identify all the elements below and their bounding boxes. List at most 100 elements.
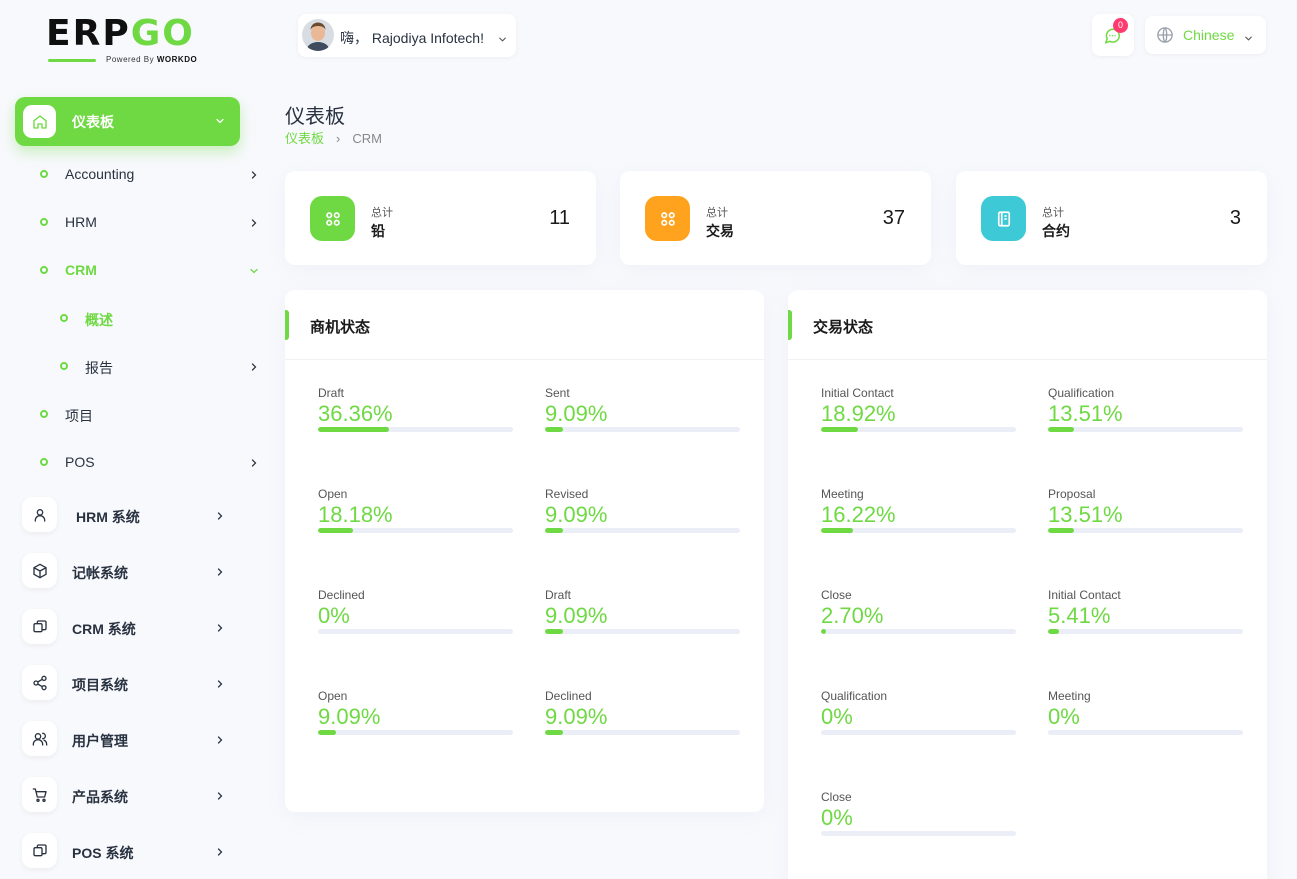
status-label: Proposal: [1048, 487, 1096, 501]
user-icon: [22, 497, 57, 532]
chevron-right-icon: [214, 509, 226, 527]
cart-icon: [22, 777, 57, 812]
chevron-right-icon: [248, 216, 260, 234]
sidebar-item-user-management[interactable]: 用户管理: [15, 719, 240, 759]
sidebar-subitem-label: CRM: [65, 262, 97, 278]
chevron-down-icon: [497, 32, 508, 50]
status-percent: 18.92%: [821, 401, 896, 426]
progress-fill: [545, 427, 563, 432]
chevron-right-icon: [214, 677, 226, 695]
sidebar-item-pos-system[interactable]: POS 系统: [15, 831, 240, 871]
user-greeting: 嗨， Rajodiya Infotech!: [340, 30, 484, 46]
status-percent: 2.70%: [821, 603, 884, 628]
card-header: 商机状态: [285, 290, 764, 360]
chevron-right-icon: [248, 456, 260, 474]
status-percent: 18.18%: [318, 502, 393, 527]
sidebar-item-accounting-system[interactable]: 记帐系统: [15, 551, 240, 591]
progress-track: [1048, 730, 1243, 735]
stat-label: 合约: [1042, 223, 1070, 239]
status-percent: 13.51%: [1048, 401, 1123, 426]
sidebar-subitem-pos[interactable]: POS: [40, 451, 260, 475]
sidebar-item-label: POS 系统: [72, 845, 134, 861]
status-percent: 9.09%: [545, 502, 608, 527]
progress-track: [545, 629, 740, 634]
chevron-right-icon: [248, 360, 260, 378]
sidebar-subitem-projects[interactable]: 项目: [40, 403, 260, 427]
status-item: Declined 9.09%: [545, 689, 740, 749]
progress-track: [1048, 629, 1243, 634]
progress-fill: [318, 730, 336, 735]
status-label: Sent: [545, 386, 570, 400]
erpgo-logo[interactable]: ERPGO Powered By WORKDO: [46, 14, 211, 66]
sidebar-item-product-system[interactable]: 产品系统: [15, 775, 240, 815]
bullet-icon: [60, 314, 68, 322]
bullet-icon: [40, 458, 48, 466]
sidebar-item-project-system[interactable]: 项目系统: [15, 663, 240, 703]
stat-value: 37: [882, 207, 905, 229]
status-label: Draft: [318, 386, 345, 400]
status-item: Meeting 16.22%: [821, 487, 1016, 547]
progress-track: [318, 629, 513, 634]
stat-card-contracts: 总计 合约 3: [956, 171, 1267, 265]
stat-label: 交易: [706, 223, 734, 239]
status-item: Proposal 13.51%: [1048, 487, 1243, 547]
status-label: Initial Contact: [821, 386, 894, 400]
language-selector[interactable]: Chinese: [1145, 16, 1266, 54]
status-percent: 5.41%: [1048, 603, 1111, 628]
progress-fill: [1048, 629, 1059, 634]
status-item: Close 0%: [821, 790, 1016, 850]
status-label: Meeting: [821, 487, 864, 501]
sidebar-item-label: 项目系统: [72, 677, 128, 693]
status-label: Draft: [545, 588, 572, 602]
status-percent: 9.09%: [545, 401, 608, 426]
status-percent: 0%: [821, 805, 853, 830]
sidebar-subitem-reports[interactable]: 报告: [60, 355, 260, 379]
bullet-icon: [40, 170, 48, 178]
stat-caption: 总计: [1042, 207, 1064, 219]
status-item: Initial Contact 18.92%: [821, 386, 1016, 446]
stat-card-deals: 总计 交易 37: [620, 171, 931, 265]
grid-icon: [310, 196, 355, 241]
status-item: Draft 9.09%: [545, 588, 740, 648]
status-percent: 0%: [1048, 704, 1080, 729]
status-item: Qualification 0%: [821, 689, 1016, 749]
user-menu-button[interactable]: 嗨， Rajodiya Infotech!: [298, 14, 516, 57]
progress-track: [821, 427, 1016, 432]
status-label: Qualification: [821, 689, 888, 703]
stat-value: 3: [1229, 207, 1241, 229]
avatar: [302, 19, 334, 51]
sidebar-item-label: 仪表板: [72, 114, 114, 130]
progress-fill: [318, 528, 354, 533]
sidebar-item-label: CRM 系统: [72, 621, 136, 637]
card-header: 交易状态: [788, 290, 1267, 360]
progress-fill: [545, 730, 563, 735]
progress-track: [545, 528, 740, 533]
sidebar-item-crm-system[interactable]: CRM 系统: [15, 607, 240, 647]
sidebar-item-hrm-system[interactable]: HRM 系统: [15, 495, 240, 535]
messages-button[interactable]: 0: [1092, 14, 1134, 56]
sidebar-item-dashboard[interactable]: 仪表板: [15, 97, 240, 146]
notification-badge: 0: [1113, 18, 1128, 33]
sidebar-subitem-hrm[interactable]: HRM: [40, 211, 260, 235]
status-percent: 9.09%: [545, 603, 608, 628]
status-item: Revised 9.09%: [545, 487, 740, 547]
sidebar-subitem-overview[interactable]: 概述: [60, 307, 260, 331]
sidebar-subitem-crm[interactable]: CRM: [40, 259, 260, 283]
stat-caption: 总计: [371, 207, 393, 219]
chevron-right-icon: [214, 621, 226, 639]
sidebar-item-label: 记帐系统: [72, 565, 128, 581]
breadcrumb-home-link[interactable]: 仪表板: [285, 131, 325, 146]
status-label: Qualification: [1048, 386, 1115, 400]
status-label: Open: [318, 689, 348, 703]
sidebar-subitem-accounting[interactable]: Accounting: [40, 163, 260, 187]
progress-track: [1048, 427, 1243, 432]
sidebar-subitem-label: 项目: [65, 408, 93, 424]
sidebar-subitem-label: HRM: [65, 214, 97, 230]
users-icon: [22, 721, 57, 756]
status-item: Declined 0%: [318, 588, 513, 648]
status-percent: 9.09%: [545, 704, 608, 729]
status-percent: 36.36%: [318, 401, 393, 426]
sidebar: ERPGO Powered By WORKDO 仪表板 Accounting H…: [0, 0, 258, 879]
breadcrumb: 仪表板 › CRM: [285, 128, 382, 147]
progress-track: [821, 831, 1016, 836]
